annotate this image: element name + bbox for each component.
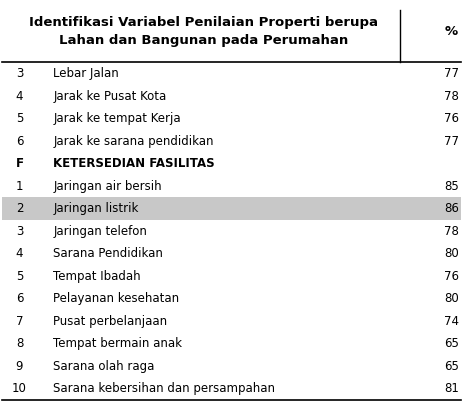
Text: 4: 4 [16, 247, 23, 260]
Text: 86: 86 [444, 202, 459, 215]
Text: 5: 5 [16, 112, 23, 125]
Text: Jarak ke Pusat Kota: Jarak ke Pusat Kota [53, 90, 167, 103]
Text: Tempat Ibadah: Tempat Ibadah [53, 270, 141, 283]
Text: 6: 6 [16, 135, 23, 147]
Text: 77: 77 [444, 135, 459, 147]
Text: 78: 78 [444, 224, 459, 238]
Text: 3: 3 [16, 224, 23, 238]
Text: 80: 80 [444, 247, 459, 260]
Text: 74: 74 [444, 315, 459, 328]
Text: Identifikasi Variabel Penilaian Properti berupa: Identifikasi Variabel Penilaian Properti… [29, 16, 378, 29]
Text: 8: 8 [16, 337, 23, 350]
Text: Jaringan listrik: Jaringan listrik [53, 202, 138, 215]
Text: Jarak ke sarana pendidikan: Jarak ke sarana pendidikan [53, 135, 214, 147]
Text: 81: 81 [444, 382, 459, 395]
Text: Jaringan air bersih: Jaringan air bersih [53, 180, 162, 193]
Text: Jaringan telefon: Jaringan telefon [53, 224, 147, 238]
Text: 2: 2 [16, 202, 23, 215]
Text: Jarak ke tempat Kerja: Jarak ke tempat Kerja [53, 112, 181, 125]
Text: 65: 65 [444, 337, 459, 350]
Text: 10: 10 [12, 382, 27, 395]
Text: Pelayanan kesehatan: Pelayanan kesehatan [53, 292, 179, 305]
Text: F: F [15, 157, 24, 170]
Text: 65: 65 [444, 359, 459, 372]
Text: 3: 3 [16, 67, 23, 80]
Text: Sarana kebersihan dan persampahan: Sarana kebersihan dan persampahan [53, 382, 275, 395]
Text: 1: 1 [16, 180, 23, 193]
Text: Tempat bermain anak: Tempat bermain anak [53, 337, 182, 350]
Text: 7: 7 [16, 315, 23, 328]
Text: Sarana Pendidikan: Sarana Pendidikan [53, 247, 163, 260]
Text: 85: 85 [444, 180, 459, 193]
Text: Lebar Jalan: Lebar Jalan [53, 67, 119, 80]
Text: 4: 4 [16, 90, 23, 103]
Text: 5: 5 [16, 270, 23, 283]
Text: 9: 9 [16, 359, 23, 372]
Text: 76: 76 [444, 270, 459, 283]
Text: %: % [445, 25, 458, 38]
Text: 76: 76 [444, 112, 459, 125]
Text: 80: 80 [444, 292, 459, 305]
Bar [2, 197, 461, 220]
Text: Sarana olah raga: Sarana olah raga [53, 359, 155, 372]
Text: Pusat perbelanjaan: Pusat perbelanjaan [53, 315, 167, 328]
Text: 77: 77 [444, 67, 459, 80]
Text: 78: 78 [444, 90, 459, 103]
Text: Lahan dan Bangunan pada Perumahan: Lahan dan Bangunan pada Perumahan [59, 34, 348, 47]
Text: 6: 6 [16, 292, 23, 305]
Text: KETERSEDIAN FASILITAS: KETERSEDIAN FASILITAS [53, 157, 215, 170]
